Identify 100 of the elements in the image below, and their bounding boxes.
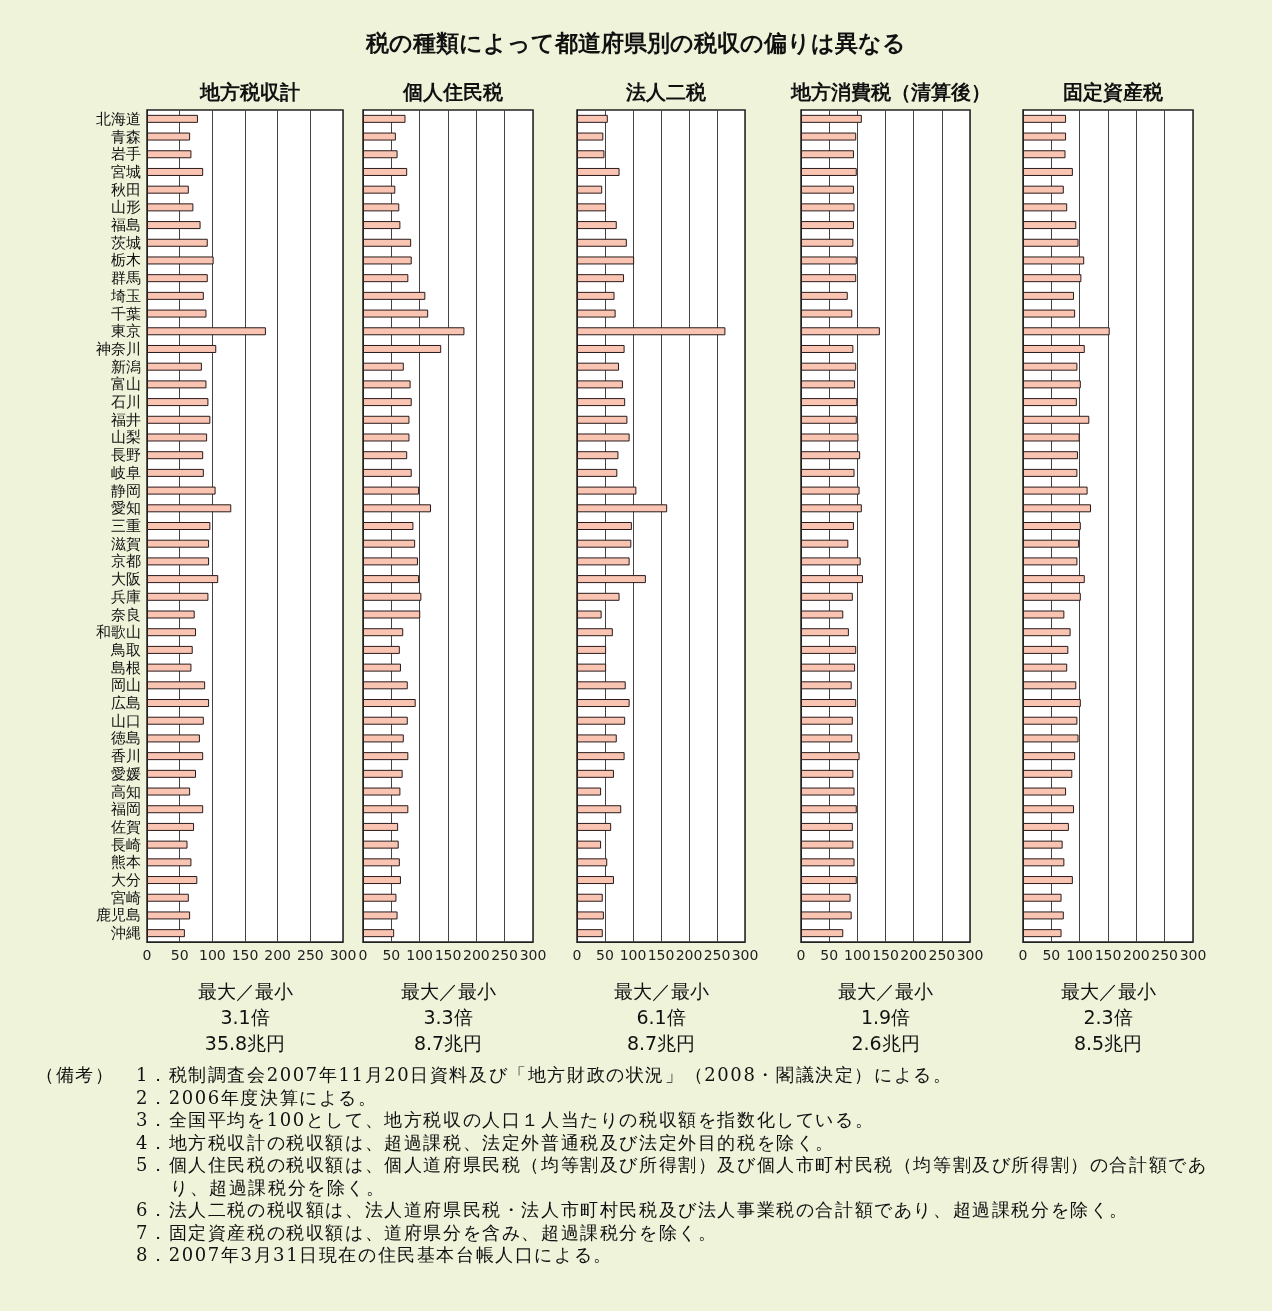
y-tick-label: 広島 [111, 694, 141, 713]
text: 3.3倍 [422, 1005, 474, 1030]
x-tick-label: 300 [956, 947, 984, 963]
y-tick-label: 青森 [111, 127, 141, 146]
y-tick-label: 神奈川 [96, 339, 141, 358]
y-tick-label: 三重 [111, 517, 141, 535]
x-tick-label: 200 [1122, 947, 1150, 963]
y-tick-label: 福島 [111, 216, 141, 235]
x-tick-label: 0 [1018, 947, 1028, 963]
x-tick-label: 100 [1066, 947, 1094, 963]
y-tick-label: 沖縄 [111, 924, 141, 943]
y-tick-label: 大分 [111, 871, 141, 890]
text: （備考） [36, 1064, 115, 1087]
text: 3.1倍 [220, 1006, 270, 1028]
y-tick-label: 埼玉 [110, 286, 141, 305]
text: 最大／最小 [613, 980, 709, 1002]
x-tick-label: 300 [1179, 947, 1207, 963]
x-tick-label: 150 [231, 947, 259, 963]
x-tick-label: 0 [358, 947, 368, 963]
text: 35.8兆円 [204, 1032, 286, 1054]
y-tick-label: 山口 [111, 711, 141, 730]
y-tick-label: 宮城 [111, 162, 141, 181]
x-tick-label: 150 [647, 947, 675, 963]
y-tick-label: 石川 [111, 393, 141, 412]
text: 4．地方税収計の税収額は、超過課税、法定外普通税及び法定外目的税を除く。 [136, 1131, 837, 1154]
x-tick-label: 200 [675, 947, 703, 963]
y-tick-label: 福井 [111, 410, 141, 429]
x-tick-label: 200 [900, 947, 928, 963]
y-tick-label: 秋田 [111, 180, 141, 199]
chart-title: 法人二税 [625, 80, 707, 104]
text: 6．法人二税の税収額は、法人道府県民税・法人市町村民税及び法人事業税の合計額であり、超過課税分を除く。 [136, 1199, 1131, 1222]
x-tick-label: 50 [170, 947, 189, 963]
y-tick-label: 岡山 [111, 676, 141, 695]
x-tick-label: 100 [406, 947, 434, 963]
y-tick-label: 長野 [111, 446, 141, 465]
y-tick-label: 島根 [111, 658, 141, 677]
chart-title: 固定資産税 [1063, 80, 1164, 104]
x-tick-label: 50 [820, 947, 839, 963]
text: 最大／最小 [197, 980, 293, 1002]
text: 5．個人住民税の税収額は、個人道府県民税（均等割及び所得割）及び個人市町村民税（均等割及び所得割）の合計額であり、超過課税分を除く。 [136, 1154, 1209, 1199]
x-tick-label: 0 [796, 947, 806, 963]
text: 2．2006年度決算による。 [136, 1086, 379, 1109]
text: 最大／最小 [400, 980, 496, 1002]
y-tick-label: 山梨 [111, 428, 141, 447]
chart-title: 地方消費税（清算後） [789, 80, 991, 104]
y-tick-label: 香川 [111, 747, 141, 766]
x-tick-label: 200 [462, 947, 490, 963]
y-tick-label: 静岡 [111, 481, 141, 500]
x-tick-label: 150 [872, 947, 899, 963]
y-tick-label: 熊本 [111, 853, 141, 872]
text: 8．2007年3月31日現在の住民基本台帳人口による。 [136, 1244, 614, 1267]
x-tick-label: 300 [519, 947, 547, 963]
text: 8.7兆円 [625, 1031, 697, 1056]
y-tick-label: 愛知 [111, 499, 141, 518]
text: 8.7兆円 [413, 1032, 483, 1054]
x-tick-label: 250 [296, 947, 324, 963]
y-tick-label: 茨城 [111, 233, 141, 252]
y-tick-label: 岩手 [111, 145, 141, 164]
text: 7．固定資産税の税収額は、道府県分を含み、超過課税分を除く。 [136, 1221, 719, 1244]
y-tick-label: 新潟 [111, 357, 141, 376]
text: 3．全国平均を100として、地方税収の人口１人当たりの税収額を指数化している。 [136, 1109, 876, 1132]
chart-title: 個人住民税 [402, 80, 504, 104]
text: 8.5兆円 [1072, 1031, 1144, 1056]
y-tick-label: 群馬 [111, 269, 141, 288]
x-tick-label: 300 [329, 947, 357, 963]
y-tick-label: 京都 [111, 552, 141, 571]
text: 2.6兆円 [850, 1031, 921, 1056]
x-tick-label: 250 [703, 947, 731, 963]
chart-title: 地方税収計 [199, 80, 300, 104]
text: 2.3倍 [1082, 1005, 1134, 1030]
y-tick-label: 宮崎 [111, 888, 141, 907]
text: 最大／最小 [837, 979, 934, 1004]
x-tick-label: 100 [619, 947, 647, 963]
x-tick-label: 250 [928, 947, 956, 963]
text: 最大／最小 [1059, 979, 1157, 1004]
x-tick-label: 50 [1042, 947, 1061, 963]
y-tick-label: 栃木 [111, 251, 141, 270]
x-tick-label: 50 [596, 947, 614, 963]
y-tick-label: 鳥取 [110, 640, 141, 659]
y-tick-label: 大阪 [111, 570, 141, 589]
x-tick-label: 0 [142, 947, 152, 963]
y-tick-label: 兵庫 [111, 587, 141, 606]
text: 税の種類によって都道府県別の税収の偏りは異なる [365, 29, 907, 58]
y-tick-label: 長崎 [111, 835, 141, 854]
y-tick-label: 鹿児島 [96, 906, 141, 925]
x-tick-label: 250 [491, 947, 519, 963]
y-tick-label: 山形 [111, 198, 141, 217]
text: 1.9倍 [859, 1005, 912, 1030]
y-tick-label: 佐賀 [111, 817, 141, 836]
x-tick-label: 100 [843, 947, 871, 963]
x-tick-label: 250 [1151, 947, 1179, 963]
y-tick-label: 滋賀 [111, 534, 141, 553]
y-tick-label: 千葉 [111, 304, 141, 323]
y-tick-label: 北海道 [96, 109, 141, 128]
y-tick-label: 愛媛 [111, 764, 141, 783]
x-tick-label: 0 [572, 947, 582, 963]
x-tick-label: 150 [434, 947, 462, 963]
text: 6.1倍 [635, 1005, 687, 1030]
x-tick-label: 300 [731, 947, 759, 963]
y-tick-label: 高知 [111, 782, 141, 801]
